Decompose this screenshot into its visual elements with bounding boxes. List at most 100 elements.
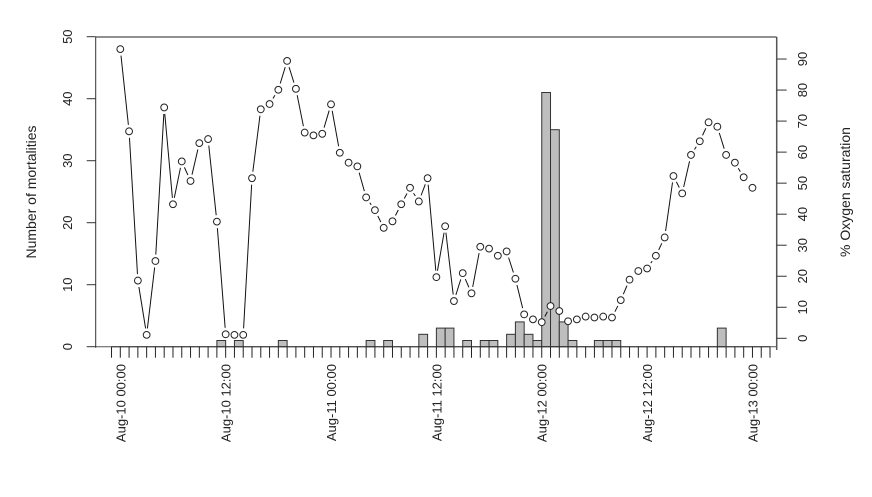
oxygen-line-segment [358,172,365,192]
oxygen-point [599,312,608,321]
oxygen-point [537,318,546,327]
mortality-bar [567,340,578,348]
oxygen-line-segment [508,257,514,273]
x-tick-label: Aug-12 12:00 [640,364,655,442]
oxygen-line-segment [702,128,707,136]
oxygen-line-segment [369,202,372,206]
oxygen-point [669,172,678,180]
oxygen-line-segment [323,110,330,128]
left-tick-label: 40 [60,91,75,105]
oxygen-point [256,105,265,114]
oxygen-point [739,173,748,182]
mortality-bar [479,340,490,348]
oxygen-point [581,312,590,321]
mortality-bar [611,340,622,348]
oxygen-point [230,330,239,339]
oxygen-point [362,193,371,202]
oxygen-point [142,330,151,339]
oxygen-point [169,200,177,209]
oxygen-point [309,131,318,140]
oxygen-point [327,100,335,109]
oxygen-line-segment [395,209,399,216]
oxygen-line-segment [279,66,286,84]
oxygen-point [608,313,616,322]
mortality-bar [716,327,727,348]
left-tick-label: 50 [60,29,75,43]
oxygen-point [397,200,406,209]
oxygen-point [643,264,651,273]
oxygen-point [493,251,502,260]
mortality-bar [593,340,604,348]
right-axis-title: % Oxygen saturation [837,127,853,257]
oxygen-point [511,274,520,283]
oxygen-point [239,330,248,339]
mortality-bar [216,340,227,348]
oxygen-line-segment [427,184,437,271]
oxygen-line-segment [622,285,628,295]
oxygen-line-segment [544,311,548,317]
oxygen-line-segment [191,149,199,175]
oxygen-point [476,242,485,251]
oxygen-line-segment [216,228,226,328]
right-tick-label: 70 [795,114,810,128]
x-tick-label: Aug-10 12:00 [219,364,234,442]
oxygen-point [116,45,125,54]
oxygen-point [371,206,379,215]
left-tick-label: 0 [60,343,75,350]
mortality-bar [532,340,543,348]
right-tick-label: 80 [795,83,810,97]
oxygen-point [731,158,739,167]
mortality-bar [365,340,376,348]
oxygen-line-segment [614,305,619,312]
right-tick-label: 0 [795,335,810,342]
oxygen-point [695,137,704,146]
mortality-bar [488,340,499,348]
oxygen-point [722,151,731,159]
oxygen-point [441,222,450,231]
oxygen-point [292,84,300,93]
oxygen-line-segment [288,66,295,83]
oxygen-point [485,244,493,253]
mortality-bar [558,321,569,348]
oxygen-line-segment [403,193,408,199]
oxygen-point [353,162,362,171]
oxygen-point [704,118,713,127]
oxygen-point [186,177,195,185]
oxygen-line-segment [331,110,340,147]
oxygen-line-segment [413,193,416,197]
oxygen-point [195,139,204,148]
right-tick-label: 90 [795,52,810,66]
oxygen-point [414,197,423,206]
oxygen-point [423,174,432,183]
oxygen-point [177,157,186,166]
oxygen-point [265,100,274,108]
oxygen-point [379,223,388,232]
oxygen-line-segment [516,284,524,309]
oxygen-line-segment [455,279,462,296]
oxygen-point [318,129,327,138]
right-tick-label: 10 [795,300,810,314]
oxygen-line-segment [155,113,165,255]
oxygen-line-segment [252,115,261,172]
oxygen-point [458,269,467,278]
x-tick-label: Aug-13 00:00 [745,364,760,442]
oxygen-point [300,128,309,137]
right-tick-label: 20 [795,269,810,283]
oxygen-line-segment [718,132,725,149]
oxygen-point [590,313,599,322]
oxygen-line-segment [377,215,382,223]
oxygen-line-segment [243,184,253,329]
oxygen-line-segment [164,113,173,198]
oxygen-point [678,189,687,198]
oxygen-point [634,267,643,275]
oxygen-line-segment [208,145,217,216]
mortality-bar [514,321,525,348]
x-tick-label: Aug-11 00:00 [324,364,339,441]
oxygen-point [151,257,160,265]
mortality-bar [383,340,393,348]
oxygen-point [572,315,581,324]
right-tick-label: 60 [795,145,810,159]
oxygen-point [335,148,344,157]
right-tick-label: 30 [795,238,810,252]
